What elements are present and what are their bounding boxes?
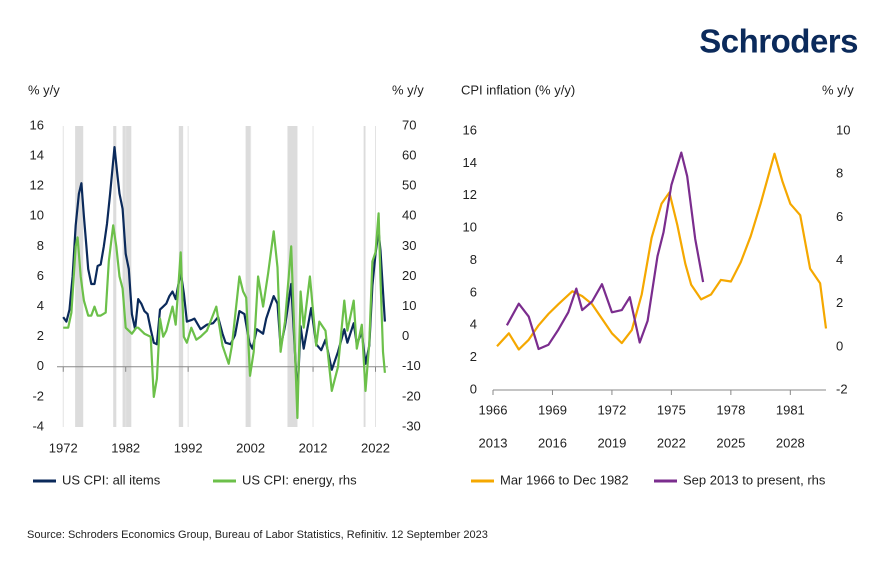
y-tick-label: 10: [30, 208, 44, 223]
y-tick-label: 2: [37, 328, 44, 343]
x2-tick-label: 2019: [597, 435, 626, 450]
legend-label: US CPI: all items: [62, 472, 161, 487]
y-tick-label: -2: [32, 388, 44, 403]
y2-tick-label: 40: [402, 208, 416, 223]
x2-tick-label: 2025: [716, 435, 745, 450]
x2-tick-label: 2013: [479, 435, 508, 450]
x-tick-label: 1972: [49, 440, 78, 455]
y-tick-label: 10: [463, 220, 477, 235]
x-tick-label: 1972: [597, 402, 626, 417]
source: Source: Schroders Economics Group, Burea…: [27, 529, 488, 541]
x-tick-label: 1966: [479, 402, 508, 417]
x2-tick-label: 2016: [538, 435, 567, 450]
legend-label: Mar 1966 to Dec 1982: [500, 472, 629, 487]
y2-tick-label: 2: [836, 295, 843, 310]
y-axis-label: % y/y: [28, 82, 60, 97]
y-tick-label: 4: [37, 298, 44, 313]
y2-tick-label: 20: [402, 268, 416, 283]
recession-band: [363, 126, 366, 427]
x-tick-label: 1975: [657, 402, 686, 417]
y2-tick-label: 0: [402, 328, 409, 343]
y-tick-label: 8: [470, 252, 477, 267]
y2-tick-label: -10: [402, 358, 421, 373]
recession-band: [113, 126, 117, 427]
y2-tick-label: -2: [836, 381, 848, 396]
recession-band: [122, 126, 132, 427]
logo: Schroders: [699, 23, 858, 60]
x-tick-label: 1978: [716, 402, 745, 417]
series-line: [505, 151, 705, 351]
y-tick-label: 12: [463, 187, 477, 202]
y-tick-label: 0: [470, 381, 477, 396]
y-tick-label: 6: [470, 284, 477, 299]
legend-label: Sep 2013 to present, rhs: [683, 472, 826, 487]
y2-tick-label: -20: [402, 388, 421, 403]
y-tick-label: 4: [470, 317, 477, 332]
y-tick-label: 14: [463, 155, 477, 170]
y2-tick-label: 8: [836, 166, 843, 181]
y2-axis-label: % y/y: [392, 82, 424, 97]
y-tick-label: 16: [30, 117, 44, 132]
series-line: [63, 212, 386, 420]
y-tick-label: 16: [463, 122, 477, 137]
x-tick-label: 1981: [776, 402, 805, 417]
y2-tick-label: 10: [402, 298, 416, 313]
y-tick-label: 12: [30, 178, 44, 193]
y2-tick-label: 60: [402, 148, 416, 163]
y2-tick-label: 0: [836, 338, 843, 353]
y-tick-label: 0: [37, 358, 44, 373]
legend-label: US CPI: energy, rhs: [242, 472, 357, 487]
y-tick-label: 6: [37, 268, 44, 283]
y2-tick-label: 10: [836, 122, 850, 137]
y-tick-label: 8: [37, 238, 44, 253]
recession-band: [245, 126, 250, 427]
y2-tick-label: 50: [402, 178, 416, 193]
y-tick-label: 14: [30, 148, 44, 163]
y-axis-label: CPI inflation (% y/y): [461, 82, 575, 97]
x-tick-label: 1969: [538, 402, 567, 417]
series-line: [62, 146, 386, 398]
y-tick-label: 2: [470, 349, 477, 364]
x-tick-label: 1992: [174, 440, 203, 455]
y2-tick-label: 6: [836, 209, 843, 224]
y2-tick-label: 70: [402, 117, 416, 132]
series-line: [496, 152, 828, 351]
x-tick-label: 1982: [111, 440, 140, 455]
x-tick-label: 2022: [361, 440, 390, 455]
y2-tick-label: 30: [402, 238, 416, 253]
y-tick-label: -4: [32, 418, 44, 433]
y2-tick-label: -30: [402, 418, 421, 433]
x-tick-label: 2002: [236, 440, 265, 455]
y2-tick-label: 4: [836, 252, 843, 267]
x2-tick-label: 2028: [776, 435, 805, 450]
y2-axis-label: % y/y: [822, 82, 854, 97]
recession-band: [75, 126, 84, 427]
x2-tick-label: 2022: [657, 435, 686, 450]
x-tick-label: 2012: [299, 440, 328, 455]
